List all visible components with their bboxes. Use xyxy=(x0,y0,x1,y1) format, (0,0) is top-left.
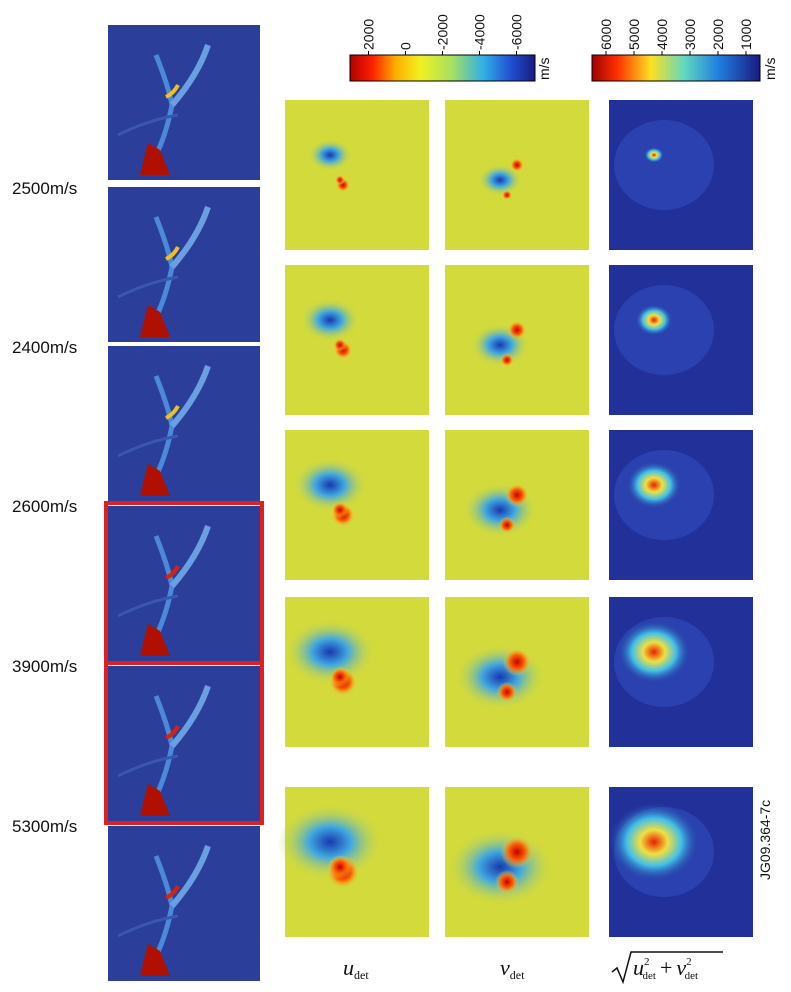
speed-label: 5300m/s xyxy=(12,817,77,836)
velocity-panel xyxy=(285,430,429,580)
colorbar-tick-label: 2000 xyxy=(361,19,377,50)
negative-blob xyxy=(293,458,368,512)
colorbar-unit: m/s xyxy=(762,57,778,80)
magnitude-blob xyxy=(617,620,691,684)
positive-blob xyxy=(333,338,347,352)
negative-blob xyxy=(308,139,352,171)
velocity-panel xyxy=(445,265,589,415)
colorbar xyxy=(350,55,535,81)
magnitude-panel xyxy=(609,265,753,415)
positive-blob xyxy=(330,667,351,688)
positive-blob xyxy=(499,517,516,534)
positive-blob xyxy=(497,682,518,703)
panel-background xyxy=(108,666,260,821)
snapshot-panel xyxy=(108,506,260,661)
positive-blob xyxy=(503,648,532,677)
magnitude-blob xyxy=(635,304,673,336)
snapshot-panel xyxy=(108,826,260,981)
column-label: vdet xyxy=(500,955,525,982)
positive-blob xyxy=(500,835,534,869)
colorbar-tick-label: 0 xyxy=(398,42,414,50)
velocity-panel xyxy=(285,100,429,250)
colorbar-tick-label: 2000 xyxy=(710,19,726,50)
speed-label: 2600m/s xyxy=(12,497,77,516)
colorbar-unit: m/s xyxy=(536,57,552,80)
panel-background xyxy=(108,187,260,342)
snapshot-panel xyxy=(108,346,260,501)
positive-blob xyxy=(335,175,345,185)
velocity-panel xyxy=(445,787,589,937)
snapshot-panel xyxy=(108,187,260,342)
colorbar-tick-label: 6000 xyxy=(598,19,614,50)
magnitude-panel xyxy=(609,597,753,747)
velocity-panel xyxy=(277,787,429,937)
column-label: udet xyxy=(343,955,369,982)
colorbar xyxy=(592,55,760,81)
snapshot-panel xyxy=(108,666,260,821)
positive-blob xyxy=(332,502,349,519)
halo xyxy=(614,120,714,210)
colorbar-tick-label: -2000 xyxy=(435,14,451,50)
speed-label: 3900m/s xyxy=(12,657,77,676)
magnitude-blob xyxy=(608,802,700,882)
negative-blob xyxy=(300,298,359,341)
velocity-panel xyxy=(445,430,589,580)
positive-blob xyxy=(328,855,352,879)
magnitude-panel xyxy=(609,100,753,250)
velocity-panel xyxy=(285,597,429,747)
panel-background xyxy=(285,100,429,250)
colorbar-tick-label: 4000 xyxy=(654,19,670,50)
colorbar-tick-label: 1000 xyxy=(738,19,754,50)
negative-blob xyxy=(447,829,553,906)
colorbar-tick-label: 3000 xyxy=(682,19,698,50)
snapshot-panel xyxy=(108,25,260,180)
magnitude-blob xyxy=(626,461,682,509)
positive-blob xyxy=(508,321,527,340)
positive-blob xyxy=(502,190,512,200)
velocity-panel xyxy=(445,597,589,747)
panel-background xyxy=(108,25,260,180)
figure: m/s m/s udet vdet u2det+v2det JG09.364-7… xyxy=(0,0,791,992)
panel-background xyxy=(108,506,260,661)
speed-label: 2400m/s xyxy=(12,338,77,357)
positive-blob xyxy=(510,158,524,172)
speed-label: 2500m/s xyxy=(12,179,77,198)
velocity-panel xyxy=(445,100,589,250)
colorbar-tick-label: -4000 xyxy=(472,14,488,50)
panel-background xyxy=(285,265,429,415)
panel-background xyxy=(108,826,260,981)
magnitude-panel xyxy=(608,787,753,937)
positive-blob xyxy=(500,353,514,367)
negative-blob xyxy=(455,644,545,710)
positive-blob xyxy=(505,483,529,507)
panel-background xyxy=(108,346,260,501)
magnitude-blob xyxy=(644,147,664,163)
magnitude-panel xyxy=(609,430,753,580)
positive-blob xyxy=(495,870,519,894)
velocity-panel xyxy=(285,265,429,415)
figure-id: JG09.364-7c xyxy=(757,800,773,880)
colorbar-tick-label: -6000 xyxy=(509,14,525,50)
colorbar-tick-label: 5000 xyxy=(626,19,642,50)
